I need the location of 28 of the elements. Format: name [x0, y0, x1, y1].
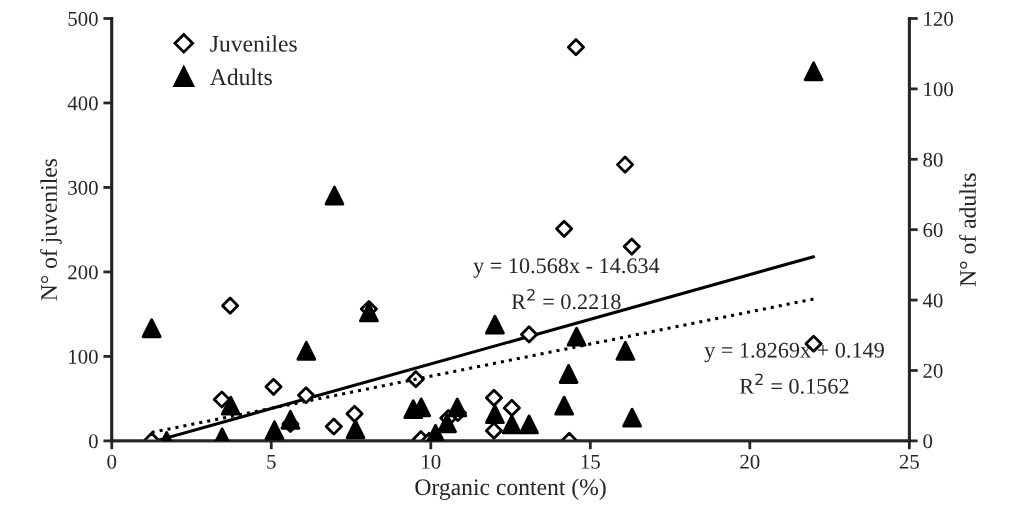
- x-tick-label: 5: [267, 454, 276, 469]
- y-tick-label: 400: [67, 96, 98, 111]
- annotation: y = 10.568x - 14.634: [473, 258, 660, 278]
- y2-tick-label: 60: [923, 223, 943, 238]
- y2-tick-label: 120: [924, 11, 953, 26]
- annotation: R$^{2}$ = 0.2218: [511, 288, 621, 310]
- x-tick-label: 0: [107, 454, 117, 469]
- y2-axis-title: N° of adults: [959, 173, 976, 287]
- y2-tick-label: 100: [924, 82, 953, 97]
- y-tick-label: 200: [68, 265, 98, 280]
- annotation: y = 1.8269x + 0.149: [704, 342, 884, 363]
- legend-label: Adults: [210, 68, 272, 86]
- y-tick-label: 500: [68, 11, 98, 26]
- x-axis-title: Organic content (%): [415, 478, 606, 500]
- y2-tick-label: 0: [923, 434, 933, 449]
- y-tick-label: 300: [68, 180, 98, 195]
- y-tick-label: 100: [69, 349, 98, 364]
- x-tick-label: 10: [422, 454, 441, 469]
- legend-label: Juveniles: [210, 35, 297, 52]
- y-tick-label: 0: [88, 434, 98, 449]
- y2-tick-label: 40: [922, 293, 943, 308]
- y2-tick-label: 80: [923, 152, 943, 167]
- y-axis-title: N° of juveniles: [40, 158, 62, 301]
- annotation: R$^{2}$ = 0.1562: [739, 373, 849, 394]
- x-tick-label: 20: [740, 454, 760, 469]
- y2-tick-label: 20: [923, 363, 943, 378]
- x-tick-label: 15: [581, 454, 600, 469]
- x-tick-label: 25: [899, 454, 919, 469]
